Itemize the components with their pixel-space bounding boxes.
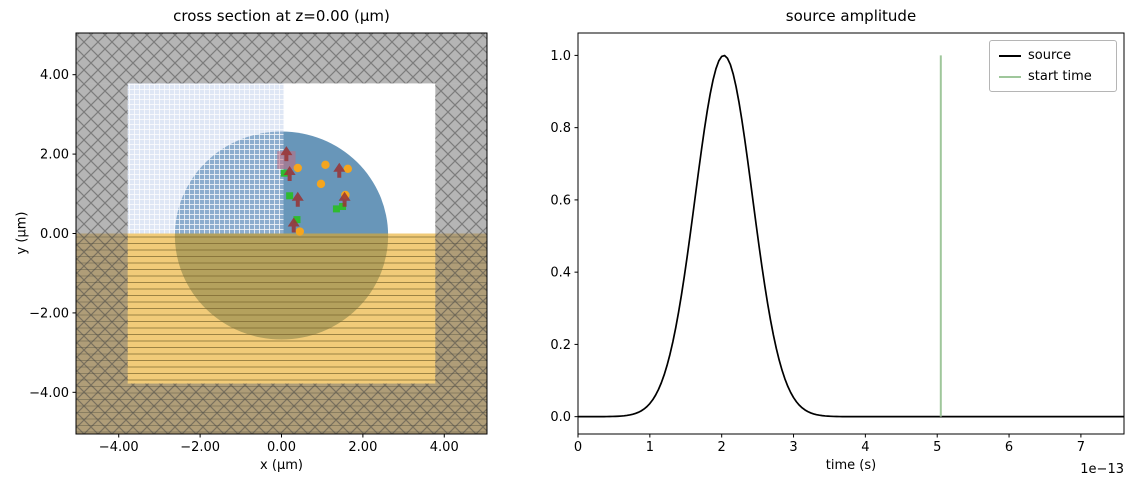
- x-tick-label: 2: [718, 440, 726, 455]
- arrow-marker: [283, 165, 296, 181]
- x-axis-offset-label: 1e−13: [1080, 462, 1124, 477]
- x-tick-label: 0.00: [267, 440, 296, 455]
- y-tick-label: 0.0: [550, 410, 571, 425]
- cross-section-ylabel: y (μm): [14, 211, 30, 255]
- dot-marker: [321, 160, 330, 170]
- arrow-marker: [338, 191, 351, 207]
- x-tick-label: 3: [789, 440, 797, 455]
- arrow-marker: [280, 146, 293, 162]
- pml-band-hatch: [76, 33, 487, 84]
- x-tick-label: 0: [574, 440, 582, 455]
- mesh-region-grid: [127, 83, 284, 234]
- y-tick-label: 0.2: [550, 338, 571, 353]
- square-marker: [293, 216, 301, 224]
- y-tick-label: 0.8: [550, 121, 571, 136]
- legend-line-source-icon: [999, 54, 1021, 57]
- y-tick-label: 1.0: [550, 49, 571, 64]
- legend: source start time: [989, 40, 1117, 92]
- square-marker: [286, 192, 294, 200]
- x-tick-label: 4: [861, 440, 869, 455]
- dot-marker: [295, 227, 305, 236]
- square-marker: [339, 203, 347, 211]
- cross-section-xlabel: x (μm): [260, 458, 303, 473]
- legend-entry-start-time: start time: [999, 69, 1107, 84]
- cross-section-plot: −4.00 −2.00 0.00 2.00 4.00 −4.00 −2.00 0.00 2.00…: [29, 32, 488, 455]
- x-tick-label: 1: [646, 440, 654, 455]
- legend-entry-source: source: [999, 48, 1107, 63]
- legend-line-start-time-icon: [999, 75, 1021, 78]
- y-tick-label: 0.00: [40, 227, 69, 242]
- y-tick-label: −4.00: [29, 386, 69, 401]
- source-amplitude-xlabel: time (s): [825, 458, 877, 473]
- dot-marker: [293, 163, 302, 173]
- y-tick-label: −2.00: [29, 306, 69, 321]
- y-tick-label: 0.4: [550, 266, 571, 281]
- square-marker: [280, 169, 288, 177]
- y-tick-label: 4.00: [40, 68, 69, 83]
- arrow-marker: [291, 191, 304, 207]
- dot-marker: [316, 179, 326, 189]
- source-amplitude-plot: 0 1 2 3 4 5 6 7 0.0 0.2 0.4 0.6 0.8 1.0: [550, 32, 1125, 455]
- source-amplitude-title: source amplitude: [785, 7, 917, 25]
- x-tick-label: −4.00: [99, 440, 139, 455]
- x-tick-label: 5: [933, 440, 941, 455]
- pml-band-hatch: [435, 83, 487, 384]
- dot-marker: [343, 164, 353, 173]
- source-curve: [578, 54, 1124, 418]
- pml-band-hatch: [76, 83, 128, 384]
- y-tick-label: 2.00: [40, 148, 69, 163]
- pml-band-hatch: [76, 383, 487, 434]
- arrow-marker: [333, 162, 346, 178]
- x-tick-label: −2.00: [180, 440, 220, 455]
- cross-section-content: [76, 33, 487, 434]
- x-tick-label: 2.00: [348, 440, 377, 455]
- x-tick-label: 7: [1077, 440, 1085, 455]
- arrow-marker: [287, 217, 300, 233]
- legend-label-source: source: [1028, 48, 1072, 63]
- legend-label-start-time: start time: [1028, 69, 1092, 84]
- y-tick-label: 0.6: [550, 193, 571, 208]
- axes-frame: [577, 32, 1125, 435]
- x-tick-label: 6: [1005, 440, 1013, 455]
- cross-section-title: cross section at z=0.00 (μm): [173, 7, 390, 25]
- x-tick-label: 4.00: [430, 440, 459, 455]
- square-marker: [332, 205, 340, 213]
